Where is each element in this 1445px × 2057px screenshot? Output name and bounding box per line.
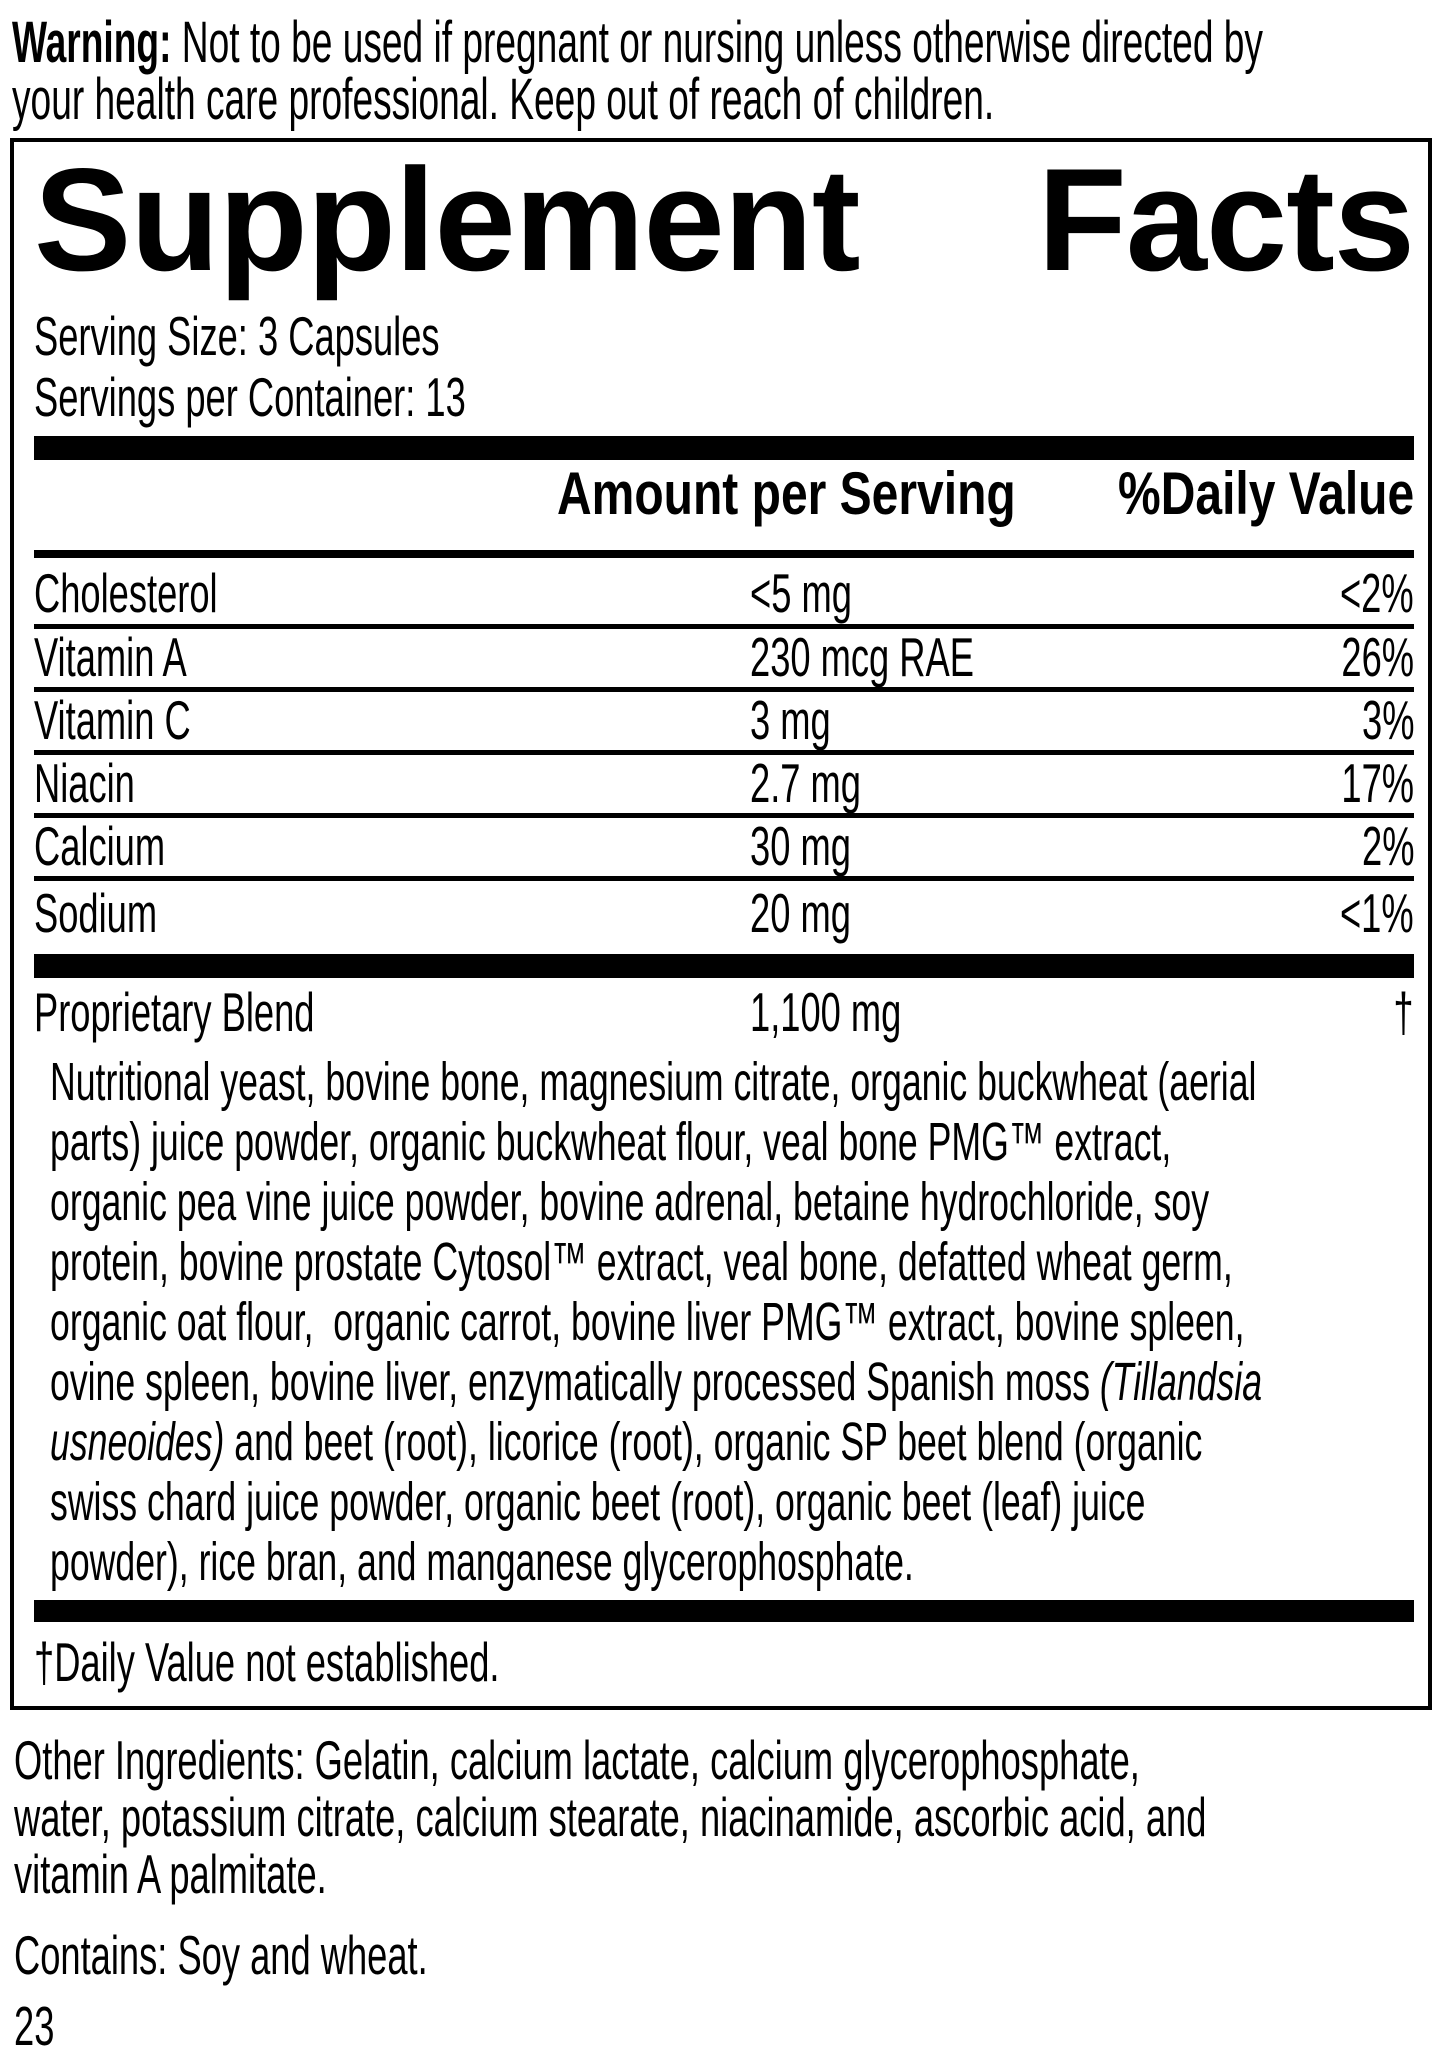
nutrient-rows: Cholesterol <5 mg <2% Vitamin A 230 mcg … xyxy=(34,558,1414,944)
text-line: organic pea vine juice powder, bovine ad… xyxy=(50,1172,1210,1232)
text-line: swiss chard juice powder, organic beet (… xyxy=(50,1472,1146,1532)
contains-statement: Contains: Soy and wheat. xyxy=(14,1924,428,1986)
other-ingredients: Other Ingredients: Gelatin, calcium lact… xyxy=(14,1732,1445,1903)
supplement-facts-panel: Supplement Facts Serving Size: 3 Capsule… xyxy=(10,138,1432,1710)
nutrient-name: Cholesterol xyxy=(34,562,218,624)
nutrient-row: Sodium 20 mg <1% xyxy=(34,881,1414,944)
separator-bar-middle xyxy=(34,954,1414,978)
text-line: usneoides) and beet (root), licorice (ro… xyxy=(50,1412,1203,1472)
nutrient-name: Sodium xyxy=(34,882,158,944)
text-line: organic oat flour, organic carrot, bovin… xyxy=(50,1292,1245,1352)
column-header-amount: Amount per Serving xyxy=(557,460,1016,527)
text-line: Warning: Not to be used if pregnant or n… xyxy=(12,10,1264,75)
text-line: powder), rice bran, and manganese glycer… xyxy=(50,1532,914,1592)
serving-size: Serving Size: 3 Capsules xyxy=(34,305,440,367)
column-header-daily-value: %Daily Value xyxy=(1117,460,1414,527)
header-rule xyxy=(34,550,1414,558)
panel-title: Supplement Facts xyxy=(34,138,1415,301)
nutrient-amount: 3 mg xyxy=(750,689,831,751)
proprietary-blend-name: Proprietary Blend xyxy=(34,981,315,1043)
nutrient-amount: 230 mcg RAE xyxy=(750,626,974,688)
page-number: 23 xyxy=(14,1995,55,2057)
panel-title-word-facts: Facts xyxy=(1037,138,1415,301)
text-line: ovine spleen, bovine liver, enzymaticall… xyxy=(50,1352,1263,1412)
separator-bar-bottom xyxy=(34,1600,1414,1622)
proprietary-blend-row: Proprietary Blend 1,100 mg † xyxy=(34,978,1414,1046)
proprietary-blend-dagger: † xyxy=(1393,981,1414,1043)
serving-info: Serving Size: 3 Capsules Servings per Co… xyxy=(34,306,1414,428)
nutrient-name: Calcium xyxy=(34,815,166,877)
nutrient-dv: <1% xyxy=(1340,882,1414,944)
table-header-row: Amount per Serving %Daily Value xyxy=(34,460,1414,550)
warning-text: Warning: Not to be used if pregnant or n… xyxy=(12,10,1435,132)
nutrient-row: Vitamin A 230 mcg RAE 26% xyxy=(34,629,1414,692)
text-line: Other Ingredients: Gelatin, calcium lact… xyxy=(14,1729,1140,1791)
nutrient-row: Cholesterol <5 mg <2% xyxy=(34,558,1414,629)
separator-bar-top xyxy=(34,436,1414,460)
proprietary-blend-amount: 1,100 mg xyxy=(750,981,902,1043)
nutrient-row: Niacin 2.7 mg 17% xyxy=(34,755,1414,818)
nutrient-dv: 3% xyxy=(1361,689,1414,751)
proprietary-blend-ingredients: Nutritional yeast, bovine bone, magnesiu… xyxy=(50,1052,1414,1592)
nutrient-row: Calcium 30 mg 2% xyxy=(34,818,1414,881)
servings-per-container: Servings per Container: 13 xyxy=(34,366,466,428)
nutrient-dv: <2% xyxy=(1340,562,1414,624)
text-line: parts) juice powder, organic buckwheat f… xyxy=(50,1112,1172,1172)
nutrient-dv: 26% xyxy=(1341,626,1414,688)
nutrient-name: Vitamin A xyxy=(34,626,187,688)
text-line: Nutritional yeast, bovine bone, magnesiu… xyxy=(50,1052,1257,1112)
nutrient-row: Vitamin C 3 mg 3% xyxy=(34,692,1414,755)
supplement-label-page: { "warning": { "lines": [ [{"t":"Warning… xyxy=(0,10,1445,2055)
nutrient-amount: <5 mg xyxy=(750,562,852,624)
daily-value-footnote: †Daily Value not established. xyxy=(34,1631,500,1693)
nutrient-name: Niacin xyxy=(34,752,135,814)
nutrient-dv: 2% xyxy=(1361,815,1414,877)
nutrient-name: Vitamin C xyxy=(34,689,191,751)
text-line: protein, bovine prostate Cytosol™ extrac… xyxy=(50,1232,1233,1292)
nutrient-dv: 17% xyxy=(1341,752,1414,814)
text-line: your health care professional. Keep out … xyxy=(12,67,995,132)
nutrient-amount: 20 mg xyxy=(750,882,851,944)
nutrient-amount: 2.7 mg xyxy=(750,752,861,814)
text-line: water, potassium citrate, calcium steara… xyxy=(14,1786,1207,1848)
nutrient-amount: 30 mg xyxy=(750,815,851,877)
panel-title-word-supplement: Supplement xyxy=(34,138,861,301)
text-line: vitamin A palmitate. xyxy=(14,1843,327,1905)
